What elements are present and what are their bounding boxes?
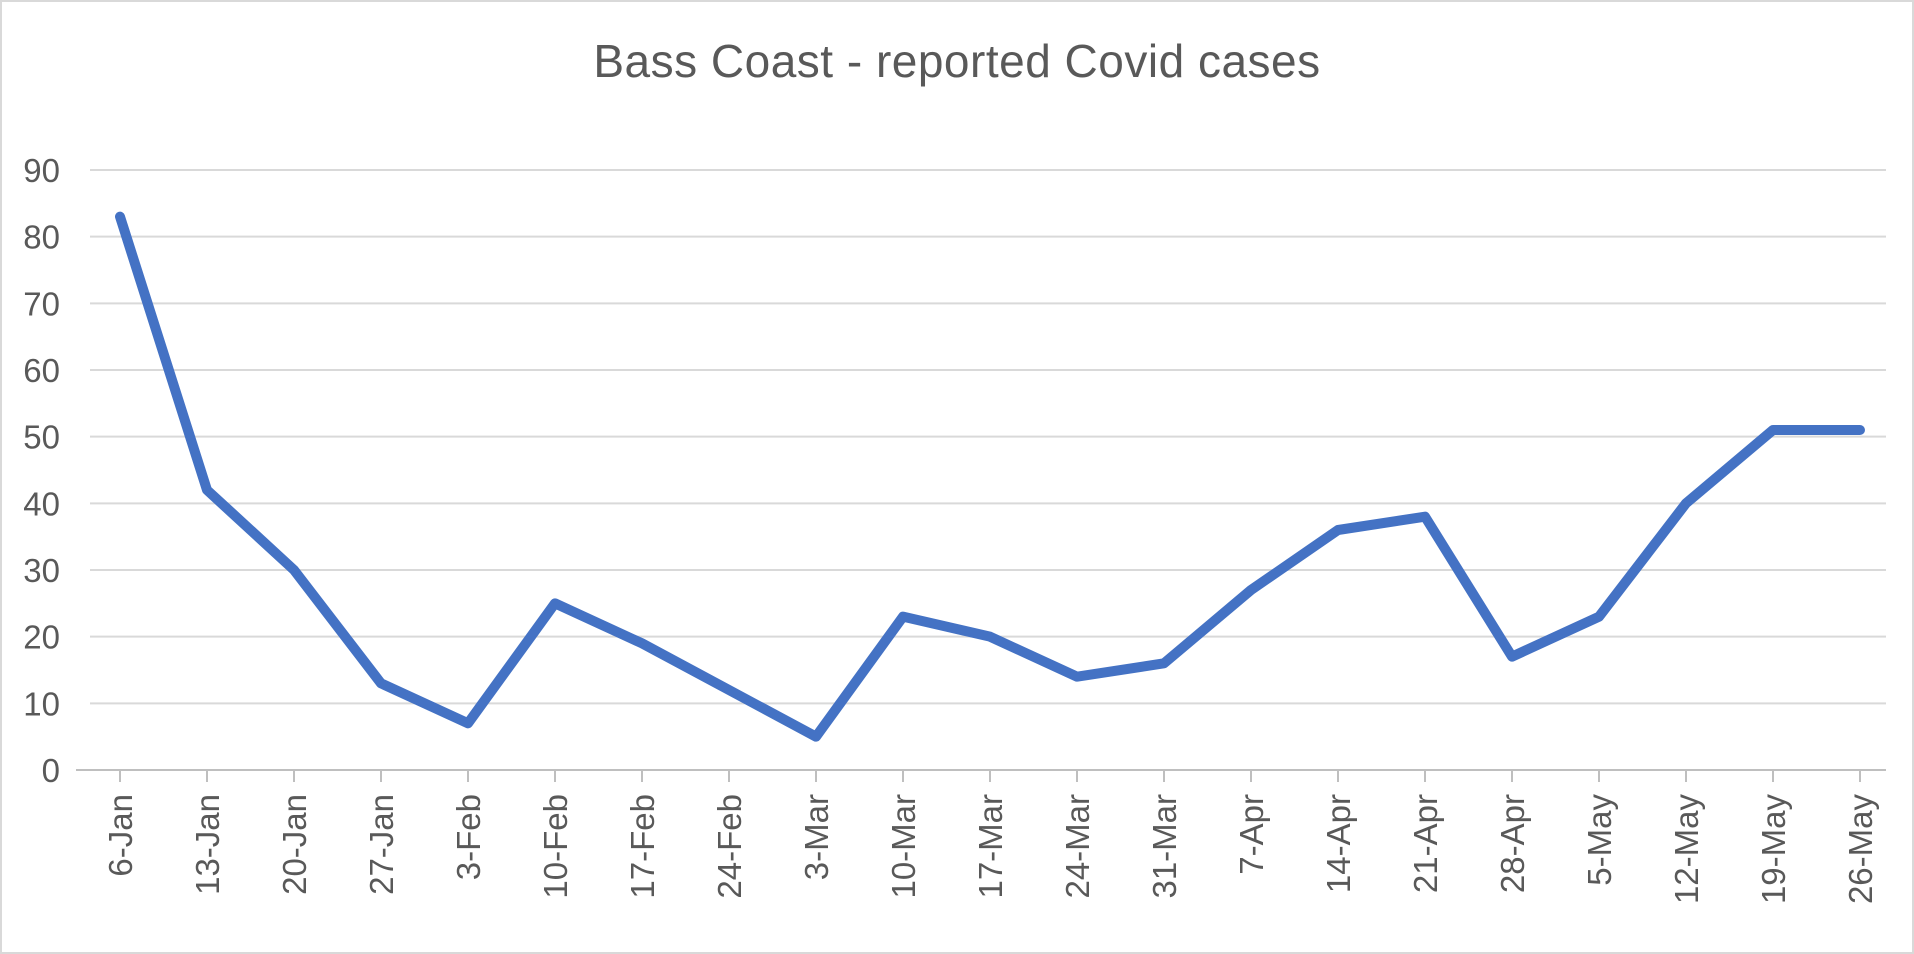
- x-axis-tick-label: 10-Mar: [885, 794, 922, 899]
- y-axis-tick-label: 30: [23, 552, 60, 589]
- x-axis-tick-label: 27-Jan: [363, 794, 400, 895]
- x-axis-tick-label: 5-May: [1581, 794, 1618, 886]
- x-axis-tick-label: 7-Apr: [1233, 794, 1270, 875]
- y-axis-tick-label: 70: [23, 285, 60, 322]
- x-axis-tick-label: 6-Jan: [102, 794, 139, 877]
- x-axis-tick-label: 24-Feb: [711, 794, 748, 899]
- x-axis-tick-label: 10-Feb: [537, 794, 574, 899]
- x-axis-tick-label: 20-Jan: [276, 794, 313, 895]
- chart-title: Bass Coast - reported Covid cases: [593, 35, 1321, 87]
- y-axis-tick-label: 0: [42, 752, 60, 789]
- x-axis-tick-label: 13-Jan: [189, 794, 226, 895]
- x-axis-tick-label: 17-Mar: [972, 794, 1009, 899]
- y-axis-tick-label: 80: [23, 219, 60, 256]
- x-axis-tick-label: 19-May: [1755, 794, 1792, 905]
- y-axis-tick-label: 50: [23, 419, 60, 456]
- x-axis-tick-label: 17-Feb: [624, 794, 661, 899]
- y-axis-tick-label: 60: [23, 352, 60, 389]
- y-axis-tick-label: 90: [23, 152, 60, 189]
- x-axis-tick-label: 21-Apr: [1407, 794, 1444, 893]
- x-axis-tick-label: 3-Feb: [450, 794, 487, 880]
- y-axis-tick-label: 20: [23, 619, 60, 656]
- y-axis-tick-label: 10: [23, 685, 60, 722]
- x-axis-tick-label: 14-Apr: [1320, 794, 1357, 893]
- x-axis-tick-label: 24-Mar: [1059, 794, 1096, 899]
- x-axis-tick-label: 26-May: [1842, 794, 1879, 905]
- x-axis-tick-label: 3-Mar: [798, 794, 835, 880]
- x-axis-tick-label: 28-Apr: [1494, 794, 1531, 893]
- x-axis-tick-label: 31-Mar: [1146, 794, 1183, 899]
- covid-cases-series-line: [115, 211, 1865, 742]
- y-axis-tick-label: 40: [23, 485, 60, 522]
- x-axis-tick-label: 12-May: [1668, 794, 1705, 905]
